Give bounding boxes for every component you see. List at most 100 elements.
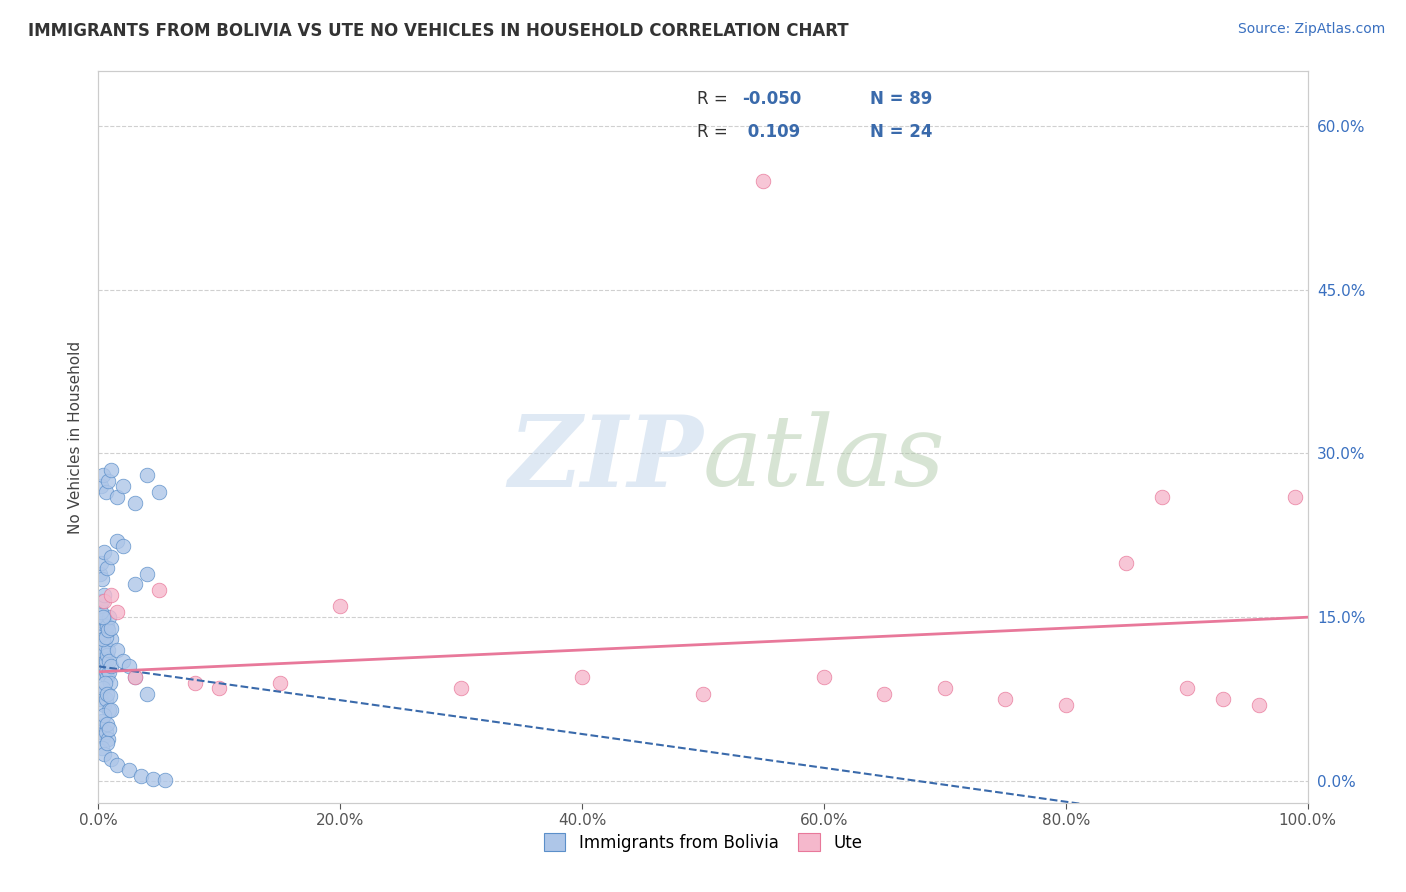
Point (118, 763, 141, 777)
Point (96, 717, 118, 731)
Point (89, 621, 111, 635)
Point (97, 474, 120, 488)
Point (98, 610, 121, 624)
Point (89, 566, 111, 581)
Point (98, 675, 121, 690)
Point (89, 654, 111, 668)
Point (91, 741, 114, 756)
Point (91, 594, 114, 608)
Point (94, 638, 117, 652)
Point (93, 659, 115, 673)
Point (91, 643, 114, 657)
Point (329, 599, 352, 614)
Point (96, 736, 118, 750)
Point (450, 681, 472, 695)
Point (90, 556, 112, 570)
Point (135, 687, 157, 701)
Point (97, 624, 120, 638)
Point (89, 719, 111, 733)
Text: -0.050: -0.050 (742, 90, 801, 108)
Point (1115, 556, 1137, 570)
Point (100, 463, 122, 477)
Point (93, 545, 115, 559)
Point (153, 772, 176, 787)
Point (98, 722, 121, 736)
Point (91, 714, 114, 728)
Point (91, 615, 114, 630)
Point (97, 732, 120, 747)
Point (96, 670, 118, 684)
Point (96, 687, 118, 701)
Point (1175, 681, 1198, 695)
Point (135, 566, 157, 581)
Point (124, 577, 146, 591)
Point (97, 703, 120, 717)
Text: ZIP: ZIP (508, 411, 703, 508)
Point (94, 630, 117, 644)
Y-axis label: No Vehicles in Household: No Vehicles in Household (67, 341, 83, 533)
Point (142, 772, 165, 786)
Text: atlas: atlas (703, 411, 946, 507)
Point (111, 654, 134, 668)
Point (105, 490, 128, 504)
Point (100, 659, 122, 673)
Point (752, 173, 775, 187)
Point (94, 675, 117, 690)
Point (105, 643, 128, 657)
Point (93, 698, 115, 712)
Legend: Immigrants from Bolivia, Ute: Immigrants from Bolivia, Ute (536, 825, 870, 860)
Point (90, 724, 112, 739)
Point (1054, 698, 1077, 712)
Point (148, 484, 170, 499)
Point (93, 594, 115, 608)
Point (571, 670, 593, 684)
Point (98, 654, 121, 668)
Point (91, 610, 114, 624)
Point (91, 572, 114, 586)
Point (1284, 490, 1306, 504)
Point (124, 495, 146, 509)
Point (94, 654, 117, 668)
Point (89, 687, 111, 701)
Point (93, 645, 115, 659)
Point (91, 632, 114, 646)
Point (93, 612, 115, 626)
Point (100, 703, 122, 717)
Point (1212, 692, 1234, 706)
Point (96, 619, 118, 633)
Point (692, 687, 714, 701)
Point (994, 692, 1017, 706)
Point (96, 648, 118, 663)
Point (124, 670, 146, 684)
Point (89, 599, 111, 614)
Text: IMMIGRANTS FROM BOLIVIA VS UTE NO VEHICLES IN HOUSEHOLD CORRELATION CHART: IMMIGRANTS FROM BOLIVIA VS UTE NO VEHICL… (28, 22, 849, 40)
Point (269, 675, 291, 690)
Point (208, 681, 231, 695)
Point (100, 550, 122, 565)
Point (90, 665, 112, 679)
Point (148, 582, 170, 597)
Point (105, 533, 128, 548)
Point (93, 588, 115, 602)
Point (111, 479, 134, 493)
Point (90, 605, 112, 619)
Point (94, 484, 117, 499)
Point (105, 757, 128, 772)
Text: N = 24: N = 24 (870, 122, 932, 141)
Point (91, 651, 114, 665)
Point (93, 708, 115, 723)
Point (96, 561, 118, 575)
Point (873, 687, 896, 701)
Text: 0.109: 0.109 (742, 122, 800, 141)
Point (124, 670, 146, 684)
Point (100, 588, 122, 602)
Point (96, 665, 118, 679)
Point (1249, 698, 1271, 712)
Point (1152, 490, 1174, 504)
Point (100, 621, 122, 635)
Point (100, 752, 122, 766)
Point (90, 692, 112, 706)
Text: N = 89: N = 89 (870, 90, 932, 108)
Text: R =: R = (697, 90, 733, 108)
Point (90, 479, 112, 493)
